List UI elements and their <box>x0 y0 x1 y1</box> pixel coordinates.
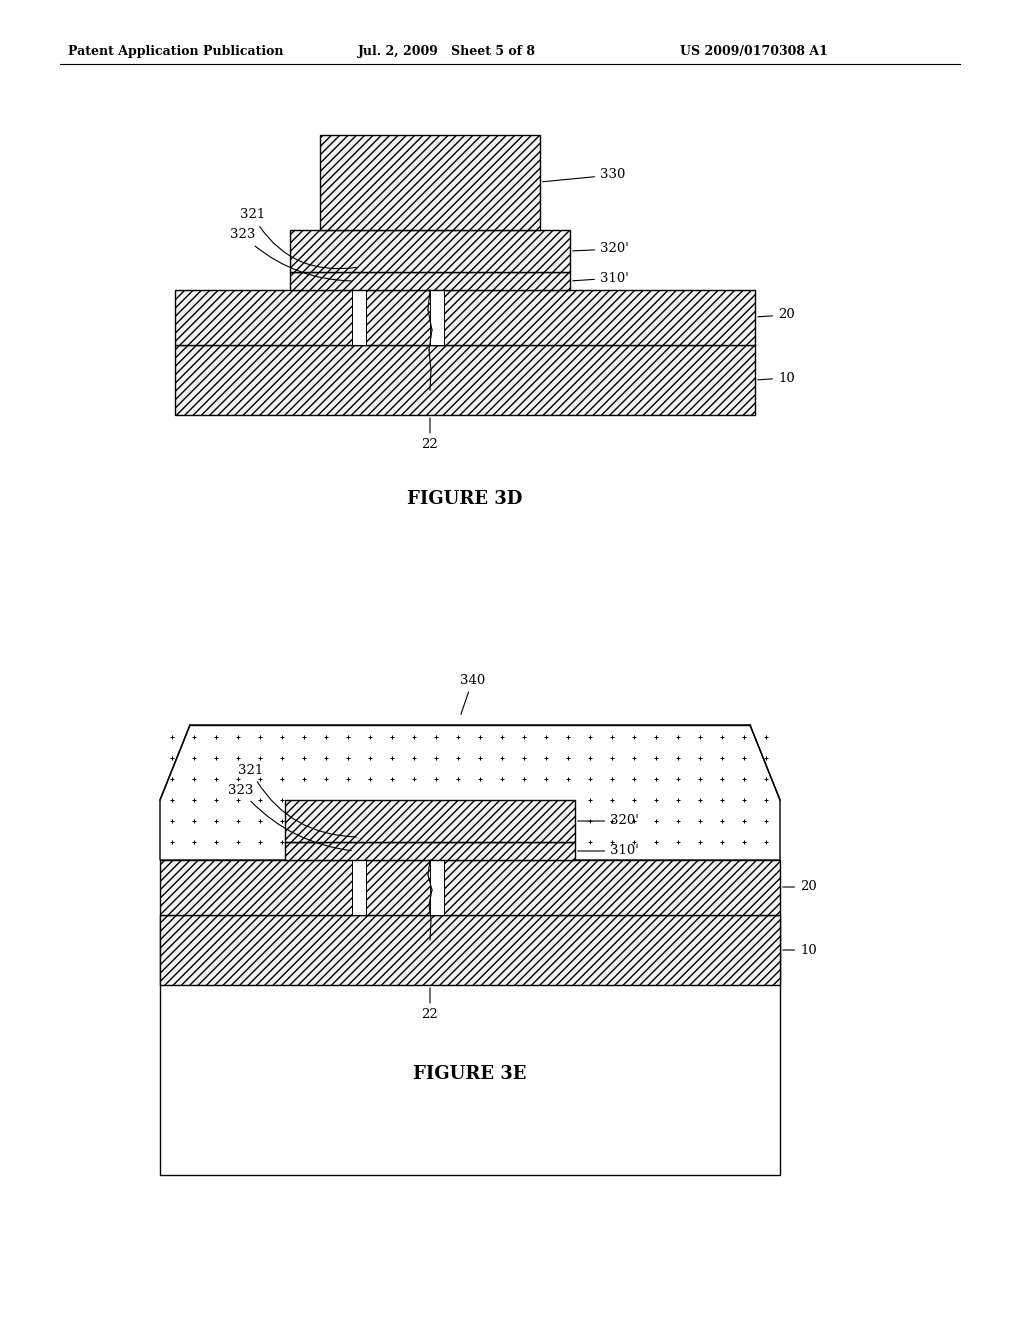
Text: 10: 10 <box>758 371 795 384</box>
Text: 310': 310' <box>572 272 629 285</box>
Bar <box>319 135 540 230</box>
Bar <box>352 290 366 345</box>
Text: US 2009/0170308 A1: US 2009/0170308 A1 <box>680 45 827 58</box>
Text: FIGURE 3D: FIGURE 3D <box>408 490 522 508</box>
Text: 330: 330 <box>543 169 626 182</box>
Text: FIGURE 3E: FIGURE 3E <box>414 1065 526 1082</box>
Bar <box>160 915 780 1175</box>
Text: 323: 323 <box>228 784 351 850</box>
Text: 323: 323 <box>230 228 351 281</box>
Bar <box>175 290 755 345</box>
Text: 20: 20 <box>758 309 795 322</box>
Text: 340: 340 <box>460 673 485 714</box>
Text: 320': 320' <box>578 814 639 828</box>
Bar <box>290 272 570 290</box>
Bar <box>430 290 444 345</box>
Bar <box>290 230 570 272</box>
Text: 10: 10 <box>782 944 817 957</box>
Bar <box>175 345 755 414</box>
Text: Patent Application Publication: Patent Application Publication <box>68 45 284 58</box>
Text: 321: 321 <box>238 763 356 837</box>
Text: 321: 321 <box>240 209 356 269</box>
Text: 22: 22 <box>422 418 438 451</box>
Text: 22: 22 <box>422 987 438 1022</box>
Text: 20: 20 <box>782 880 817 894</box>
Polygon shape <box>160 725 780 861</box>
Bar <box>160 915 780 985</box>
Text: Jul. 2, 2009   Sheet 5 of 8: Jul. 2, 2009 Sheet 5 of 8 <box>358 45 536 58</box>
Text: 320': 320' <box>572 243 629 256</box>
Text: 310': 310' <box>578 845 639 858</box>
Bar <box>160 861 780 915</box>
Bar <box>285 842 575 861</box>
Bar <box>285 800 575 842</box>
Bar <box>430 861 444 915</box>
Bar <box>352 861 366 915</box>
